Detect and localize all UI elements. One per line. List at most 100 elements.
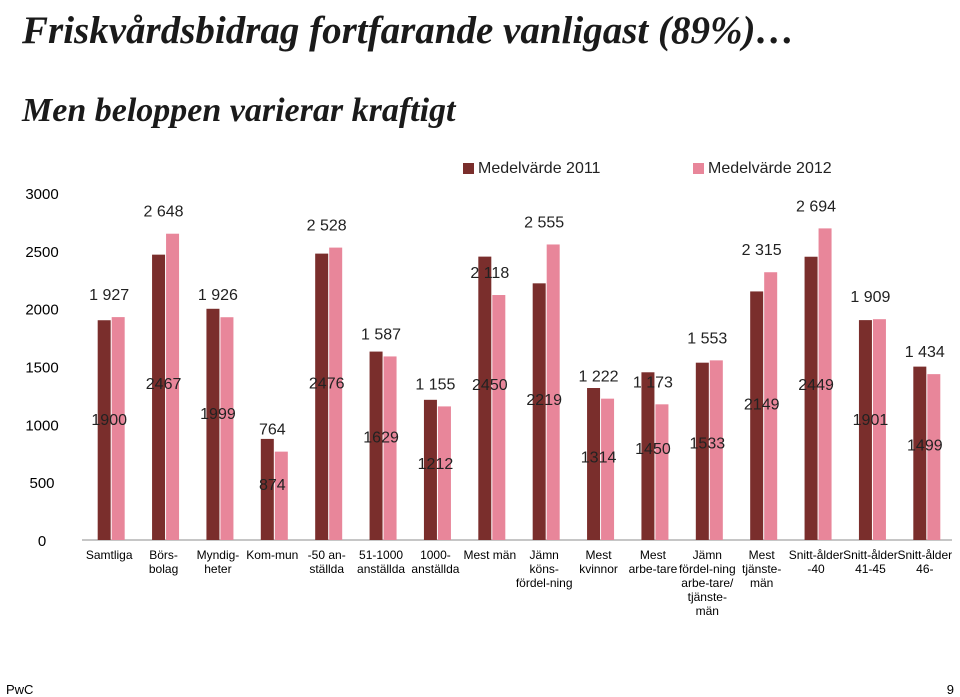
bar-2012 bbox=[383, 356, 397, 540]
data-label-2011: 2449 bbox=[798, 377, 834, 394]
category-label: heter bbox=[204, 562, 231, 576]
legend-swatch bbox=[693, 163, 704, 174]
category-label: arbe-tare/ bbox=[681, 576, 734, 590]
category-label: arbe-tare bbox=[629, 562, 678, 576]
category-label: Börs- bbox=[149, 548, 178, 562]
data-label-2011: 1499 bbox=[907, 438, 943, 455]
bar-2012 bbox=[872, 319, 886, 540]
bar-2012 bbox=[492, 295, 506, 540]
bar-2011 bbox=[913, 366, 927, 540]
bar-2011 bbox=[206, 308, 220, 540]
category-label: Mest män bbox=[463, 548, 516, 562]
category-label: män bbox=[750, 576, 773, 590]
category-label: fördel-ning bbox=[679, 562, 736, 576]
legend-label: Medelvärde 2012 bbox=[708, 160, 832, 177]
bar-2012 bbox=[111, 317, 125, 540]
data-label-2012: 1 155 bbox=[415, 376, 455, 393]
category-label: ställda bbox=[309, 562, 344, 576]
data-label-2012: 1 587 bbox=[361, 326, 401, 343]
data-label-2012: 2 528 bbox=[307, 218, 347, 235]
category-label: 46- bbox=[916, 562, 933, 576]
legend-label: Medelvärde 2011 bbox=[478, 160, 601, 177]
data-label-2012: 1 909 bbox=[850, 289, 890, 306]
bar-2011 bbox=[315, 253, 329, 540]
y-tick-label: 2500 bbox=[25, 244, 58, 261]
category-label: Jämn bbox=[693, 548, 722, 562]
category-label: Mest bbox=[586, 548, 613, 562]
page-subtitle: Men beloppen varierar kraftigt bbox=[22, 92, 456, 129]
bar-2012 bbox=[764, 272, 778, 540]
category-label: Snitt-ålder bbox=[789, 548, 844, 562]
data-label-2011: 2149 bbox=[744, 396, 780, 413]
bar-2012 bbox=[329, 247, 343, 540]
data-label-2012: 764 bbox=[259, 422, 286, 439]
category-label: Mest bbox=[749, 548, 776, 562]
data-label-2012: 2 315 bbox=[742, 242, 782, 259]
data-label-2011: 2476 bbox=[309, 375, 345, 392]
category-label: tjänste- bbox=[688, 590, 727, 604]
bar-2011 bbox=[478, 256, 492, 540]
category-label: Myndig- bbox=[197, 548, 240, 562]
category-label: Kom-mun bbox=[246, 548, 298, 562]
category-label: köns- bbox=[530, 562, 559, 576]
data-label-2011: 1999 bbox=[200, 406, 236, 423]
data-label-2011: 1900 bbox=[91, 412, 127, 429]
category-label: tjänste- bbox=[742, 562, 781, 576]
data-label-2012: 1 927 bbox=[89, 287, 129, 304]
bar-2012 bbox=[601, 398, 615, 540]
category-label: Mest bbox=[640, 548, 667, 562]
category-label: bolag bbox=[149, 562, 178, 576]
data-label-2012: 2 694 bbox=[796, 198, 836, 215]
y-tick-label: 0 bbox=[38, 533, 46, 550]
category-label: 51-1000 bbox=[359, 548, 403, 562]
bar-2011 bbox=[532, 283, 546, 540]
bar-2012 bbox=[220, 317, 234, 540]
bar-2011 bbox=[587, 388, 601, 540]
data-label-2011: 1212 bbox=[418, 456, 454, 473]
data-label-2012: 2 118 bbox=[470, 265, 509, 282]
category-label: Samtliga bbox=[86, 548, 133, 562]
bar-2011 bbox=[641, 372, 655, 540]
data-label-2012: 1 222 bbox=[579, 369, 619, 386]
y-tick-label: 2000 bbox=[25, 302, 58, 319]
category-label: anställda bbox=[411, 562, 459, 576]
category-label: -40 bbox=[807, 562, 825, 576]
data-label-2012: 1 926 bbox=[198, 287, 238, 304]
bar-2011 bbox=[804, 256, 818, 540]
y-tick-label: 1000 bbox=[25, 417, 58, 434]
category-label: kvinnor bbox=[579, 562, 618, 576]
bar-2012 bbox=[655, 404, 669, 540]
data-label-2011: 2219 bbox=[526, 392, 562, 409]
y-tick-label: 1500 bbox=[25, 360, 58, 377]
data-label-2012: 1 434 bbox=[905, 344, 945, 361]
y-tick-label: 500 bbox=[29, 475, 54, 492]
bar-2011 bbox=[97, 320, 111, 540]
bar-2011 bbox=[695, 362, 709, 540]
bar-2012 bbox=[274, 451, 288, 540]
page-title: Friskvårdsbidrag fortfarande vanligast (… bbox=[22, 9, 795, 52]
bar-2011 bbox=[369, 351, 383, 540]
category-label: anställda bbox=[357, 562, 405, 576]
category-label: fördel-ning bbox=[516, 576, 573, 590]
bar-2012 bbox=[818, 228, 832, 541]
category-label: män bbox=[696, 604, 719, 618]
data-label-2012: 1 173 bbox=[633, 374, 673, 391]
category-label: Snitt-ålder bbox=[897, 548, 952, 562]
data-label-2011: 1533 bbox=[690, 435, 726, 452]
page-number: 9 bbox=[946, 682, 954, 697]
bar-2011 bbox=[152, 254, 166, 540]
bar-2012 bbox=[927, 374, 941, 540]
category-label: -50 an- bbox=[308, 548, 346, 562]
data-label-2011: 2450 bbox=[472, 377, 508, 394]
data-label-2011: 2467 bbox=[146, 376, 182, 393]
bar-2011 bbox=[260, 438, 274, 540]
data-label-2011: 1314 bbox=[581, 449, 617, 466]
category-label: Jämn bbox=[530, 548, 559, 562]
category-label: 1000- bbox=[420, 548, 451, 562]
data-label-2011: 1629 bbox=[363, 429, 399, 446]
bar-2011 bbox=[750, 291, 764, 540]
bar-2012 bbox=[437, 406, 451, 540]
data-label-2011: 1450 bbox=[635, 441, 671, 458]
y-tick-label: 3000 bbox=[25, 186, 58, 203]
footer-bar bbox=[0, 679, 960, 697]
